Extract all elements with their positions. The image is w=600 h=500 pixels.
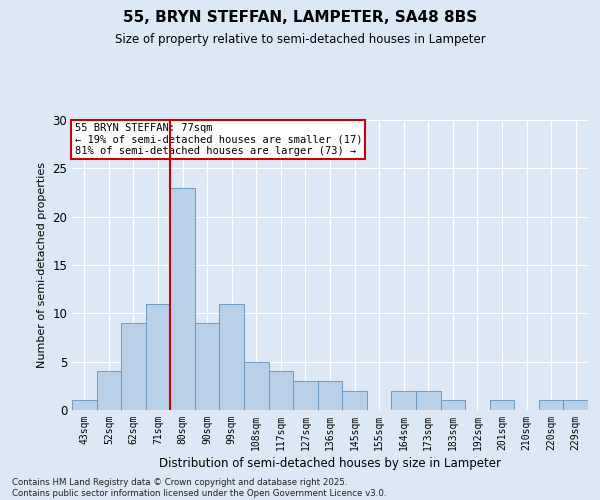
Bar (146, 304, 170, 410)
Text: 55, BRYN STEFFAN, LAMPETER, SA48 8BS: 55, BRYN STEFFAN, LAMPETER, SA48 8BS (123, 10, 477, 25)
Bar (244, 362, 269, 410)
Bar (170, 188, 195, 410)
Bar (318, 381, 342, 410)
Bar (97, 372, 121, 410)
Y-axis label: Number of semi-detached properties: Number of semi-detached properties (37, 162, 47, 368)
Bar (563, 400, 588, 410)
Bar (195, 323, 220, 410)
Bar (416, 390, 440, 410)
Bar (342, 390, 367, 410)
Bar (220, 304, 244, 410)
Text: 55 BRYN STEFFAN: 77sqm
← 19% of semi-detached houses are smaller (17)
81% of sem: 55 BRYN STEFFAN: 77sqm ← 19% of semi-det… (74, 123, 362, 156)
Bar (440, 400, 465, 410)
Text: Size of property relative to semi-detached houses in Lampeter: Size of property relative to semi-detach… (115, 32, 485, 46)
Bar (391, 390, 416, 410)
Bar (293, 381, 318, 410)
Bar (121, 323, 146, 410)
Bar (490, 400, 514, 410)
Text: Contains HM Land Registry data © Crown copyright and database right 2025.
Contai: Contains HM Land Registry data © Crown c… (12, 478, 386, 498)
Bar (72, 400, 97, 410)
Text: Distribution of semi-detached houses by size in Lampeter: Distribution of semi-detached houses by … (159, 457, 501, 470)
Bar (269, 372, 293, 410)
Bar (539, 400, 563, 410)
